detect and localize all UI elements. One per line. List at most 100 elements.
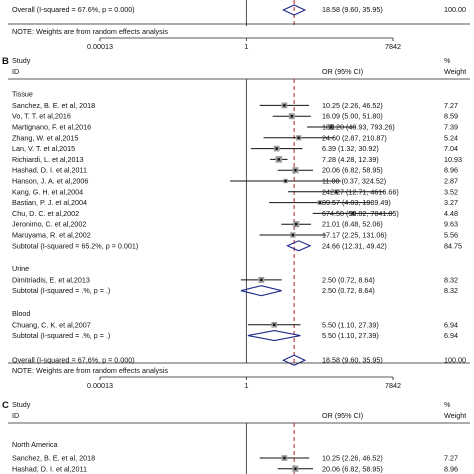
b-group-0-study-8-point: [334, 190, 338, 193]
b-group-0-study-1-or-ci: 16.09 (5.00, 51.80): [322, 112, 383, 121]
b-group-0-subtotal-weight: 84.75: [444, 241, 462, 250]
b-header-study: Study: [12, 56, 31, 65]
b-group-0-study-3-weight: 5.24: [444, 133, 458, 142]
b-group-0-study-9-weight: 3.27: [444, 198, 458, 207]
b-group-0-study-6-point: [294, 169, 297, 172]
b-group-1-subtotal-or-ci: 2.50 (0.72, 8.64): [322, 286, 375, 295]
b-group-1-name: Urine: [12, 264, 29, 273]
c-header-pct: %: [444, 400, 451, 409]
b-group-0-study-7-weight: 2.87: [444, 177, 458, 186]
c-study-1-label: Hashad, D. I. et al,2011: [12, 464, 87, 473]
b-group-2-study-0-weight: 6.94: [444, 320, 458, 329]
c-study-1-point: [294, 467, 297, 470]
c-header-weight: Weight: [444, 411, 466, 420]
b-group-0-study-5-label: Richiardi, L. et al,2013: [12, 155, 84, 164]
b-group-1-subtotal-label: Subtotal (I-squared = .%, p = .): [12, 286, 110, 295]
b-group-0-study-3-or-ci: 24.60 (2.87, 210.87): [322, 133, 387, 142]
b-group-0-study-4-label: Lan, V. T. et al,2015: [12, 144, 75, 153]
b-group-0-subtotal-diamond: [286, 240, 312, 252]
b-group-1-study-0-label: Dimitriadis, E. et al,2013: [12, 275, 90, 284]
c-header-id: ID: [12, 411, 19, 420]
b-axis-tick-label-1: 1: [244, 381, 248, 390]
b-header-id: ID: [12, 67, 19, 76]
b-group-0-study-6-or-ci: 20.06 (6.82, 58.95): [322, 166, 383, 175]
b-group-0-study-4-point: [275, 147, 278, 150]
b-group-0-study-7-or-ci: 11.00 (0.37, 324.52): [322, 177, 386, 186]
b-group-0-study-11-point: [294, 223, 298, 226]
b-group-0-study-7-point: [284, 179, 287, 183]
b-group-0-study-4-weight: 7.04: [444, 144, 458, 153]
b-group-0-subtotal-or-ci: 24.66 (12.31, 49.42): [322, 241, 387, 250]
b-group-0-subtotal-label: Subtotal (I-squared = 65.2%, p = 0.001): [12, 241, 138, 250]
b-group-0-study-5-point: [277, 158, 281, 161]
a-axis-tick-label-2: 7842: [385, 42, 401, 51]
b-group-0-study-0-label: Sanchez, B. E. et al, 2018: [12, 101, 95, 110]
b-group-2-subtotal-label: Subtotal (I-squared = .%, p = .): [12, 331, 110, 340]
c-study-0-label: Sanchez, B. E. et al, 2018: [12, 454, 95, 463]
a-note: NOTE: Weights are from random effects an…: [12, 27, 168, 36]
b-panel-letter: B: [2, 56, 9, 67]
b-group-0-study-8-label: Kang, G. H. et al,2004: [12, 187, 83, 196]
b-group-0-study-10-or-ci: 674.50 (58.02, 7841.85): [322, 209, 399, 218]
b-header-pct: %: [444, 56, 451, 65]
b-group-0-study-4-or-ci: 6.39 (1.32, 30.92): [322, 144, 379, 153]
b-group-0-study-10-label: Chu, D. C. et al,2002: [12, 209, 79, 218]
c-study-1-weight: 8.96: [444, 464, 458, 473]
b-axis-tick-label-2: 7842: [385, 381, 401, 390]
b-group-0-study-6-label: Hashad, D. I. et al,2011: [12, 166, 87, 175]
c-header-study: Study: [12, 400, 31, 409]
b-group-0-study-12-label: Maruyama, R. et al,2002: [12, 231, 91, 240]
b-group-0-study-12-or-ci: 17.17 (2.25, 131.06): [322, 231, 387, 240]
a-axis-tick-label-1: 1: [244, 42, 248, 51]
b-group-0-study-0-or-ci: 10.25 (2.26, 46.52): [322, 101, 383, 110]
b-group-0-study-2-weight: 7.39: [444, 123, 458, 132]
b-group-0-study-8-or-ci: 242.27 (12.71, 4616.66): [322, 187, 399, 196]
c-header-or: OR (95% CI): [322, 411, 363, 420]
b-group-0-study-1-weight: 8.59: [444, 112, 458, 121]
c-panel-letter: C: [2, 400, 9, 411]
b-overall-diamond: [282, 354, 307, 366]
b-overall-weight: 100.00: [444, 356, 466, 365]
b-group-0-study-2-or-ci: 180.20 (40.93, 793.26): [322, 123, 395, 132]
b-group-0-study-9-or-ci: 89.57 (4.03, 1989.49): [322, 198, 391, 207]
b-group-0-study-10-weight: 4.48: [444, 209, 458, 218]
b-group-2-subtotal-or-ci: 5.50 (1.10, 27.39): [322, 331, 379, 340]
c-study-1-or-ci: 20.06 (6.82, 58.95): [322, 464, 383, 473]
b-group-0-study-9-label: Bastian, P. J. et al,2004: [12, 198, 87, 207]
b-group-0-study-0-weight: 7.27: [444, 101, 458, 110]
b-group-0-name: Tissue: [12, 90, 33, 99]
a-overall-weight: 100.00: [444, 5, 466, 14]
a-overall-or-ci: 18.58 (9.60, 35.95): [322, 5, 383, 14]
b-group-2-study-0-or-ci: 5.50 (1.10, 27.39): [322, 320, 379, 329]
b-overall-or-ci: 18.58 (9.60, 35.95): [322, 356, 383, 365]
b-group-0-study-11-or-ci: 21.01 (8.48, 52.06): [322, 220, 383, 229]
b-group-2-subtotal-diamond: [247, 330, 301, 342]
b-header-weight: Weight: [444, 67, 466, 76]
a-axis-tick-label-0: 0.00013: [87, 42, 113, 51]
b-group-0-study-1-point: [290, 115, 293, 118]
b-group-0-study-12-weight: 5.56: [444, 231, 458, 240]
c-study-0-point: [283, 456, 286, 460]
b-group-1-study-0-or-ci: 2.50 (0.72, 8.64): [322, 275, 375, 284]
b-group-2-name: Blood: [12, 309, 30, 318]
b-group-0-study-6-weight: 8.96: [444, 166, 458, 175]
b-group-0-study-10-point: [351, 212, 355, 215]
b-axis-tick-label-0: 0.00013: [87, 381, 113, 390]
b-group-1-study-0-point: [260, 278, 263, 282]
b-group-0-study-5-weight: 10.93: [444, 155, 462, 164]
b-group-1-subtotal-diamond: [240, 285, 282, 297]
b-group-2-study-0-point: [273, 323, 276, 326]
a-overall-diamond: [282, 4, 307, 16]
b-group-0-study-7-label: Hanson, J. A. et al,2006: [12, 177, 88, 186]
b-group-0-study-9-point: [318, 201, 322, 204]
b-group-1-study-0-weight: 8.32: [444, 275, 458, 284]
b-group-1-subtotal-weight: 8.32: [444, 286, 458, 295]
b-group-0-study-11-label: Jeronimo, C. et al,2002: [12, 220, 86, 229]
b-group-2-subtotal-weight: 6.94: [444, 331, 458, 340]
b-group-0-study-0-point: [283, 104, 286, 107]
a-overall-label: Overall (I-squared = 67.6%, p = 0.000): [12, 5, 135, 14]
c-group-name: North America: [12, 440, 58, 449]
c-study-0-or-ci: 10.25 (2.26, 46.52): [322, 454, 383, 463]
b-group-0-study-3-label: Zhang, W. et al,2015: [12, 133, 78, 142]
